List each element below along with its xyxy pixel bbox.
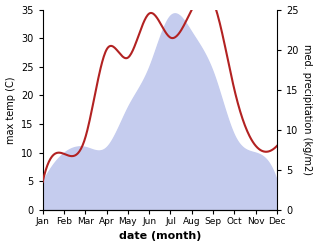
Y-axis label: max temp (C): max temp (C): [5, 76, 16, 144]
Y-axis label: med. precipitation (kg/m2): med. precipitation (kg/m2): [302, 44, 313, 175]
X-axis label: date (month): date (month): [119, 231, 201, 242]
